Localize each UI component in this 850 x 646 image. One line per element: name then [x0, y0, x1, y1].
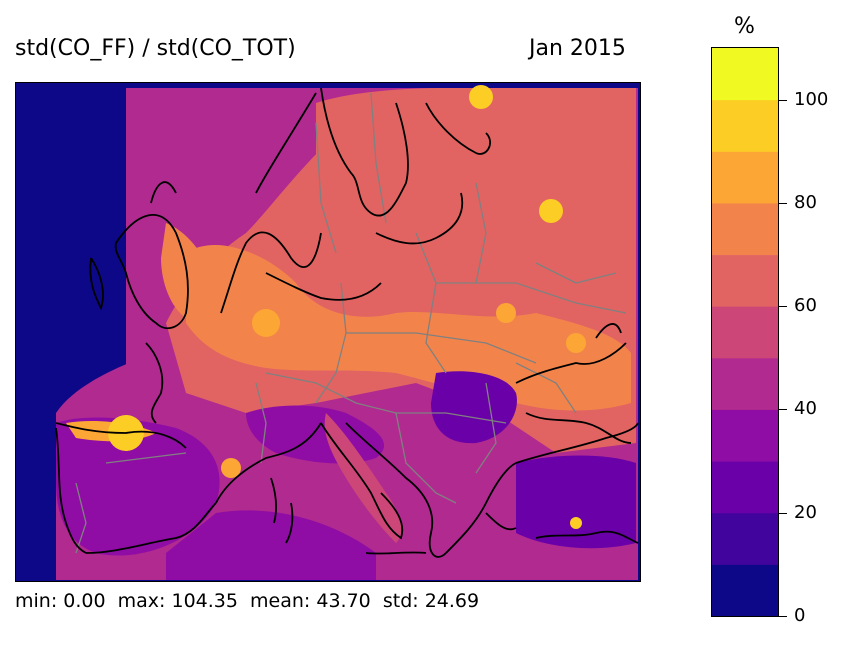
hotspot-1 [252, 309, 280, 337]
colorbar-band-5 [712, 306, 778, 359]
hotspot-8 [566, 333, 586, 353]
map-region-mediterranean [166, 510, 376, 580]
stats-text: min: 0.00 max: 104.35 mean: 43.70 std: 2… [15, 590, 480, 612]
colorbar-tick [779, 512, 787, 514]
hotspot-5 [221, 458, 241, 478]
colorbar-tick-label: 60 [794, 295, 817, 317]
coastlines [55, 87, 639, 558]
map-title: std(CO_FF) / std(CO_TOT) [15, 36, 296, 61]
colorbar-band-10 [712, 48, 778, 101]
map-region-north [316, 88, 636, 263]
colorbar-tick-label: 100 [794, 88, 829, 110]
colorbar-tick-label: 40 [794, 398, 817, 420]
colorbar-band-8 [712, 151, 778, 204]
colorbar-band-6 [712, 254, 778, 307]
map-region-italy [324, 413, 402, 543]
colorbar-tick [779, 202, 787, 204]
map-region-core [186, 244, 631, 411]
colorbar-tick-label: 80 [794, 191, 817, 213]
colorbar-band-9 [712, 99, 778, 152]
map-period: Jan 2015 [529, 36, 626, 61]
colorbar-band-0 [712, 564, 778, 616]
map-region-uk [161, 223, 216, 320]
colorbar-tick [779, 409, 787, 411]
europe-ratio-map [15, 82, 641, 582]
colorbar-tick-label: 0 [794, 605, 806, 626]
colorbar-band-1 [712, 512, 778, 565]
colorbar [711, 47, 779, 617]
colorbar-band-7 [712, 202, 778, 256]
country-borders [75, 92, 627, 554]
colorbar-tick [779, 99, 787, 101]
colorbar-tick-label: 20 [794, 501, 817, 523]
colorbar-band-4 [712, 357, 778, 410]
colorbar-band-2 [712, 461, 778, 514]
map-region-anatolia [516, 455, 636, 549]
colorbar-band-3 [712, 409, 778, 462]
map-region-iberia [56, 417, 220, 556]
colorbar-tick [779, 306, 787, 308]
colorbar-tick [779, 616, 787, 617]
hotspot-4 [469, 85, 493, 109]
hotspot-7 [496, 303, 516, 323]
hotspot-6 [570, 517, 582, 529]
colorbar-unit: % [734, 14, 755, 39]
hotspot-3 [539, 199, 563, 223]
map-region-balkans [431, 371, 517, 444]
